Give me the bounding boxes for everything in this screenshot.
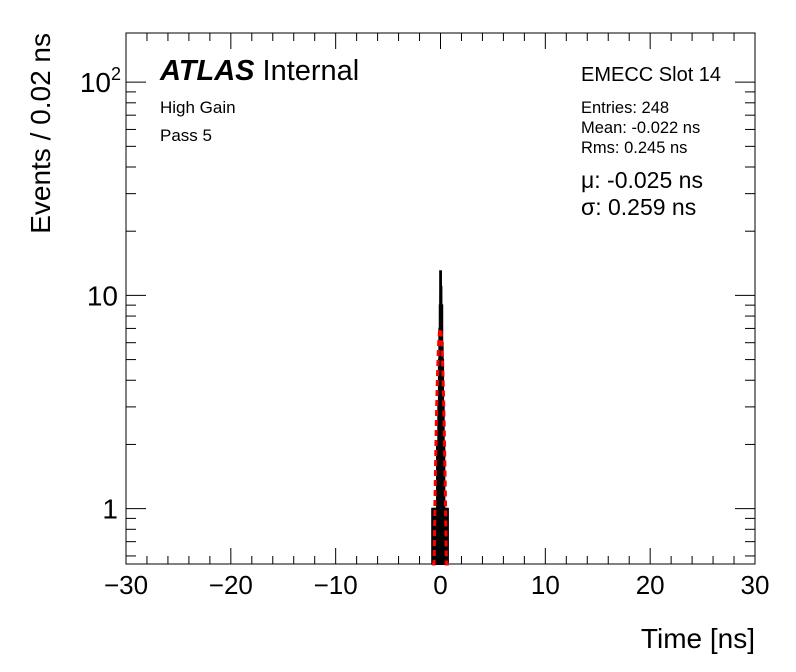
x-axis-label: Time [ns] [641, 623, 755, 654]
entries-label: Entries: 248 [581, 99, 669, 117]
x-tick-label: 10 [531, 570, 560, 600]
fit-curve [432, 326, 449, 566]
atlas-status: Internal [263, 55, 360, 87]
x-tick-label: −30 [104, 570, 148, 600]
x-tick-label: 20 [636, 570, 665, 600]
gain-label: High Gain [160, 98, 236, 117]
y-tick-label: 10 [87, 280, 118, 311]
fit-mu-label: μ: -0.025 ns [581, 167, 703, 193]
x-axis: −30 −20 −10 0 10 20 30 [104, 33, 770, 600]
atlas-bold: ATLAS [159, 55, 255, 87]
y-tick-label: 1 [102, 494, 118, 525]
x-tick-label: −10 [314, 570, 358, 600]
mean-label: Mean: -0.022 ns [581, 119, 700, 137]
mu-value: : -0.025 ns [594, 167, 703, 193]
y-axis-label: Events / 0.02 ns [25, 33, 56, 234]
mu-symbol: μ [581, 167, 594, 193]
x-tick-label: 0 [433, 570, 447, 600]
atlas-label: ATLAS Internal [159, 55, 359, 87]
fit-sigma-label: σ: 0.259 ns [581, 194, 696, 220]
y-tick-label: 102 [80, 64, 121, 98]
x-tick-label: 30 [741, 570, 770, 600]
x-tick-label: −20 [209, 570, 253, 600]
sigma-value: : 0.259 ns [595, 194, 696, 220]
rms-label: Rms: 0.245 ns [581, 139, 687, 157]
pass-label: Pass 5 [160, 126, 212, 145]
slot-label: EMECC Slot 14 [581, 64, 721, 86]
y-axis: 102 10 1 [80, 64, 755, 557]
sigma-symbol: σ [581, 194, 595, 220]
gaussian-fit-line [432, 326, 449, 566]
